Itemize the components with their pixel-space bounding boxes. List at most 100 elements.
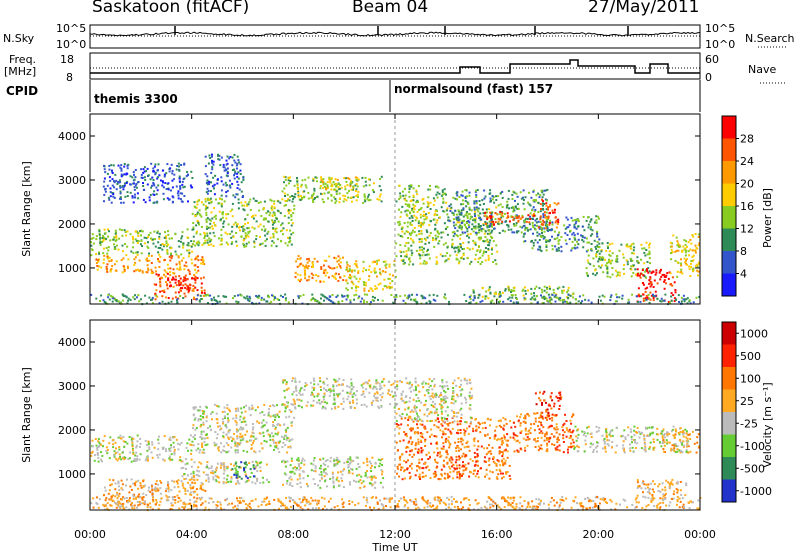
scatter-cell — [392, 301, 395, 304]
scatter-cell — [569, 229, 572, 232]
scatter-cell — [545, 220, 548, 223]
scatter-cell — [646, 296, 649, 299]
scatter-cell — [338, 377, 341, 380]
scatter-cell — [284, 379, 286, 382]
scatter-cell — [608, 243, 611, 246]
scatter-cell — [297, 255, 300, 257]
scatter-cell — [529, 228, 532, 231]
scatter-cell — [148, 296, 151, 299]
scatter-cell — [136, 501, 139, 503]
scatter-cell — [141, 502, 144, 505]
scatter-cell — [138, 500, 141, 503]
scatter-cell — [196, 200, 199, 203]
scatter-cell — [464, 214, 467, 217]
scatter-cell — [304, 274, 307, 277]
scatter-cell — [225, 241, 228, 244]
scatter-cell — [454, 197, 457, 200]
scatter-cell — [458, 226, 461, 229]
scatter-cell — [293, 196, 296, 199]
scatter-cell — [363, 284, 366, 286]
scatter-cell — [506, 200, 509, 203]
scatter-cell — [551, 223, 554, 226]
scatter-cell — [245, 404, 248, 407]
scatter-cell — [108, 164, 111, 167]
scatter-cell — [187, 287, 190, 290]
scatter-cell — [223, 295, 226, 298]
scatter-cell — [500, 222, 503, 225]
scatter-cell — [533, 292, 535, 295]
scatter-cell — [377, 405, 380, 408]
scatter-cell — [248, 295, 251, 298]
scatter-cell — [383, 384, 386, 387]
scatter-cell — [201, 444, 204, 447]
scatter-cell — [320, 464, 322, 467]
scatter-cell — [298, 473, 301, 476]
scatter-cell — [126, 245, 129, 248]
scatter-cell — [229, 184, 232, 187]
scatter-cell — [253, 242, 256, 245]
scatter-cell — [216, 182, 219, 185]
scatter-cell — [363, 287, 366, 290]
scatter-cell — [491, 247, 494, 250]
scatter-cell — [373, 475, 376, 478]
scatter-cell — [178, 263, 181, 266]
scatter-cell — [666, 272, 669, 274]
scatter-cell — [157, 442, 160, 445]
scatter-cell — [187, 449, 189, 452]
scatter-cell — [325, 390, 328, 392]
scatter-cell — [287, 216, 290, 219]
scatter-cell — [134, 482, 136, 485]
scatter-cell — [297, 195, 300, 198]
scatter-cell — [297, 192, 300, 194]
scatter-cell — [135, 186, 138, 189]
scatter-cell — [226, 172, 229, 175]
scatter-cell — [555, 249, 558, 252]
scatter-cell — [192, 226, 195, 229]
scatter-cell — [109, 195, 112, 198]
scatter-cell — [489, 189, 492, 192]
scatter-cell — [246, 463, 248, 466]
scatter-cell — [654, 273, 657, 276]
scatter-cell — [316, 195, 319, 198]
scatter-cell — [216, 178, 219, 181]
scatter-cell — [118, 446, 121, 448]
scatter-cell — [284, 407, 287, 410]
scatter-cell — [411, 207, 414, 210]
scatter-cell — [495, 263, 498, 265]
scatter-cell — [479, 249, 482, 252]
scatter-cell — [462, 254, 465, 256]
scatter-cell — [539, 218, 542, 221]
scatter-cell — [644, 297, 647, 300]
scatter-cell — [542, 237, 545, 240]
scatter-cell — [156, 231, 159, 234]
scatter-cell — [236, 172, 239, 175]
scatter-cell — [432, 293, 435, 296]
scatter-cell — [499, 192, 502, 195]
scatter-cell — [186, 228, 189, 231]
scatter-cell — [118, 500, 121, 503]
scatter-cell — [670, 248, 673, 251]
scatter-cell — [136, 455, 139, 458]
scatter-cell — [405, 242, 408, 245]
scatter-cell — [532, 226, 535, 229]
scatter-cell — [305, 384, 308, 387]
scatter-cell — [134, 176, 137, 179]
scatter-cell — [385, 263, 388, 266]
scatter-cell — [285, 381, 288, 384]
scatter-cell — [207, 244, 210, 246]
scatter-cell — [123, 270, 126, 273]
scatter-cell — [415, 249, 418, 252]
scatter-cell — [175, 168, 178, 171]
scatter-cell — [371, 484, 374, 487]
scatter-cell — [215, 300, 218, 302]
scatter-cell — [152, 167, 155, 170]
scatter-cell — [539, 193, 542, 196]
scatter-cell — [430, 220, 432, 223]
scatter-cell — [297, 278, 300, 281]
scatter-cell — [222, 225, 225, 228]
nsearch-tick-high: 10^5 — [705, 22, 736, 35]
scatter-cell — [339, 470, 342, 473]
scatter-cell — [318, 301, 321, 304]
scatter-cell — [247, 241, 250, 244]
scatter-cell — [126, 230, 129, 233]
